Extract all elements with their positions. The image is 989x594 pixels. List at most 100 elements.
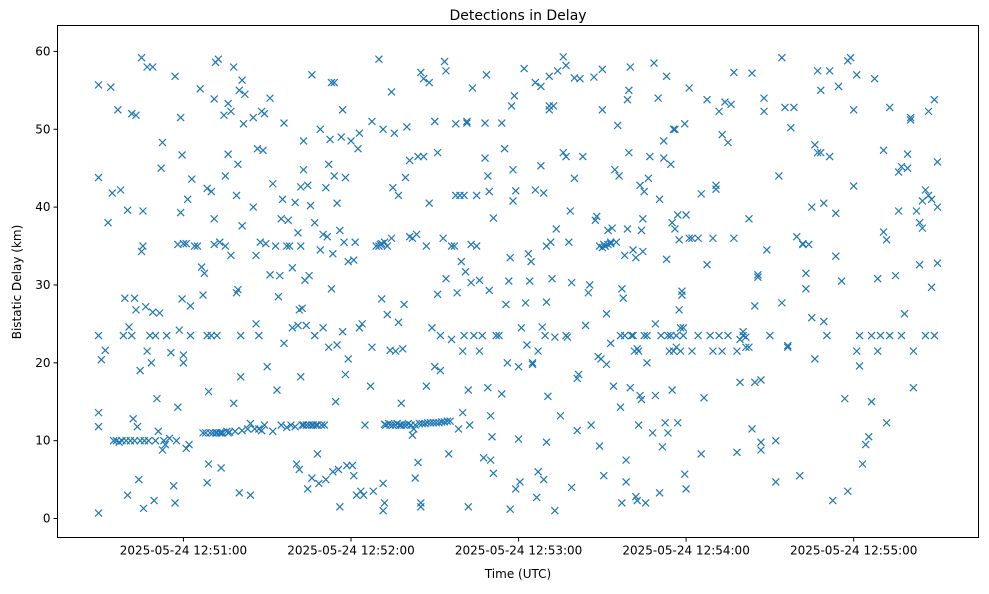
data-point-marker [587,421,596,430]
data-point-marker [151,331,160,340]
data-point-marker [467,278,476,287]
data-point-marker [296,182,305,191]
data-point-marker [239,119,248,128]
data-point-marker [326,135,334,144]
data-point-marker [355,129,364,138]
data-point-marker [307,70,316,79]
data-point-marker [158,446,167,454]
data-point-marker [810,354,819,363]
data-point-marker [120,294,129,303]
data-point-marker [795,471,804,480]
data-point-marker [340,238,348,247]
data-point-marker [595,442,604,451]
data-point-marker [876,331,885,340]
data-point-marker [915,218,924,227]
data-point-marker [221,242,230,250]
data-point-marker [430,362,439,371]
data-point-marker [489,214,498,222]
data-point-marker [178,151,186,159]
data-point-marker [280,339,288,348]
data-point-marker [694,331,703,340]
data-point-marker [644,174,653,183]
data-point-marker [458,408,467,417]
data-point-marker [489,469,498,478]
data-point-marker [380,499,389,507]
data-point-marker [825,152,834,161]
data-point-marker [338,327,347,336]
data-point-marker [813,148,822,157]
data-point-marker [637,395,646,404]
data-point-marker [715,107,723,116]
data-point-marker [534,467,543,476]
data-point-marker [469,331,478,340]
data-point-marker [116,186,125,194]
data-point-marker [906,116,915,124]
data-point-marker [548,274,556,283]
data-point-marker [146,331,154,340]
data-point-marker [834,82,843,91]
data-point-marker [229,63,238,71]
chart-title: Detections in Delay [449,8,586,24]
data-point-marker [553,66,562,75]
data-point-marker [753,270,762,279]
data-point-marker [328,249,337,258]
data-point-marker [748,69,756,78]
data-point-marker [933,259,942,268]
data-point-marker [139,207,147,215]
data-point-marker [915,260,924,269]
data-point-marker [182,239,191,248]
data-point-marker [94,509,103,517]
data-point-marker [232,191,241,200]
data-point-marker [629,331,637,340]
data-point-marker [636,181,644,190]
data-point-marker [599,471,608,480]
data-point-marker [643,358,651,367]
data-point-marker [152,394,161,403]
data-point-marker [401,173,410,182]
data-point-marker [316,246,325,254]
data-point-marker [391,347,400,356]
data-point-marker [645,152,654,161]
data-point-marker [324,343,333,352]
data-point-marker [186,302,195,310]
data-point-marker [640,331,649,340]
data-point-marker [173,403,182,412]
data-point-marker [584,288,593,297]
data-point-marker [879,228,888,236]
data-point-marker [606,339,615,348]
data-point-marker [375,55,383,64]
data-point-marker [296,372,305,381]
data-point-marker [813,66,822,75]
data-point-marker [753,273,762,282]
data-point-marker [460,331,469,340]
data-point-marker [612,238,621,247]
data-point-marker [678,287,686,296]
data-point-marker [330,172,339,180]
data-point-marker [897,162,906,171]
data-point-marker [552,224,561,233]
y-tick-label: 50 [35,122,50,136]
data-point-marker [538,323,547,331]
data-point-marker [771,477,780,486]
data-point-marker [511,484,520,493]
data-point-marker [819,199,828,208]
data-point-marker [750,378,759,387]
data-point-marker [651,319,660,328]
data-point-marker [398,344,407,353]
x-axis-label: Time (UTC) [484,567,551,581]
data-point-marker [426,418,435,427]
data-point-marker [369,487,378,496]
data-point-marker [567,278,576,287]
data-point-marker [439,234,448,243]
data-point-marker [207,187,216,196]
data-point-marker [528,360,537,369]
data-point-marker [246,419,255,428]
data-point-marker [606,239,615,248]
data-point-marker [462,117,471,126]
data-point-marker [631,253,640,262]
data-point-marker [472,191,481,200]
data-point-marker [171,499,179,507]
data-point-marker [615,172,624,180]
data-point-marker [688,234,696,243]
data-point-marker [147,358,156,367]
